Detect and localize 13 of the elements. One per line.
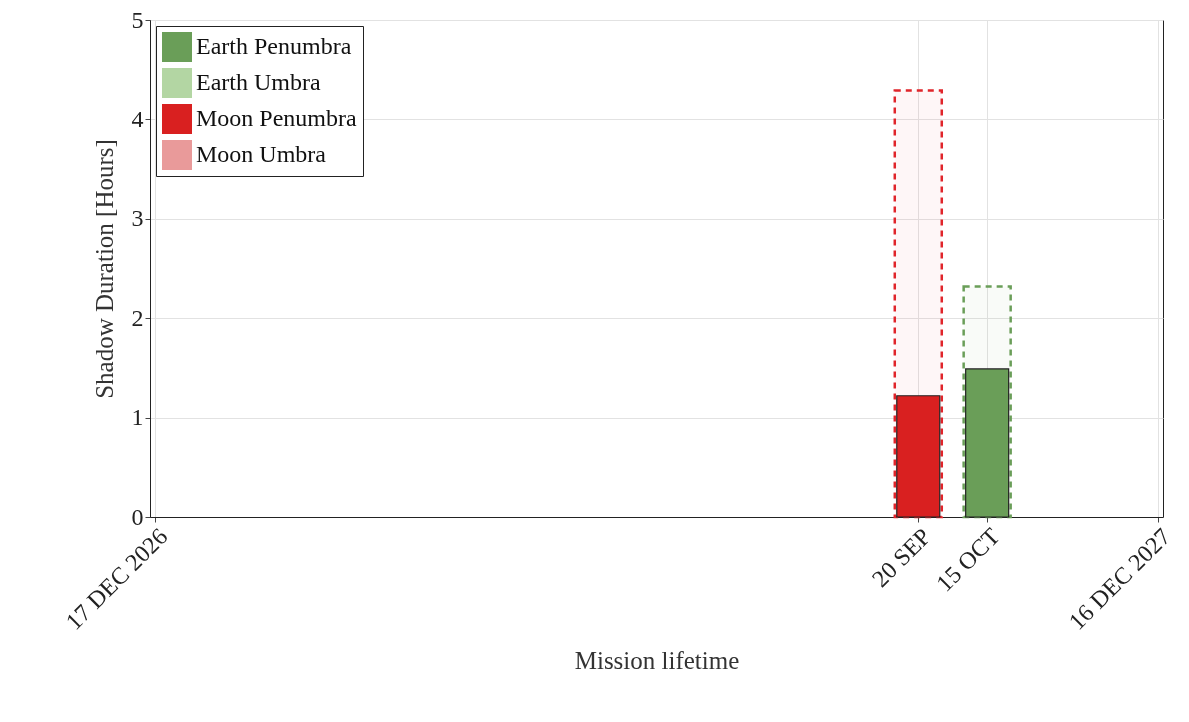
y-tick-label: 0	[131, 503, 144, 530]
y-tick-label: 1	[131, 404, 144, 431]
y-tick-label: 2	[131, 304, 144, 331]
legend-label: Earth Umbra	[196, 69, 321, 95]
y-axis-title: Shadow Duration [Hours]	[90, 139, 118, 399]
legend-label: Moon Penumbra	[196, 105, 357, 131]
y-tick-label: 3	[131, 205, 144, 232]
y-tick-label: 4	[131, 105, 144, 132]
legend-label: Moon Umbra	[196, 141, 327, 167]
x-tick-label: 20 SEP	[866, 523, 936, 592]
x-axis-title: Mission lifetime	[574, 646, 740, 674]
legend-label: Earth Penumbra	[196, 33, 352, 59]
y-tick-label: 5	[131, 6, 144, 33]
